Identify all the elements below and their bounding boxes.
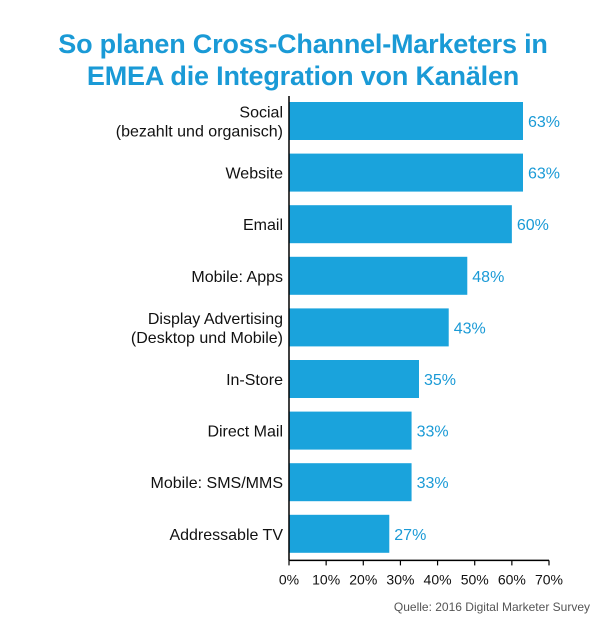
- value-label-2: 60%: [517, 217, 549, 234]
- x-tick-label-0: 0%: [279, 571, 299, 587]
- category-label-0-line-2: (bezahlt und organisch): [116, 124, 283, 141]
- value-label-1: 63%: [528, 166, 560, 183]
- chart-title-line-2: EMEA die Integration von Kanälen: [86, 61, 520, 91]
- value-label-6: 33%: [417, 424, 449, 441]
- category-label-6: Direct Mail: [207, 424, 283, 441]
- value-label-8: 27%: [394, 527, 426, 544]
- x-tick-label-4: 40%: [424, 571, 452, 587]
- category-label-0-line-1: Social: [239, 105, 283, 122]
- x-tick-label-2: 20%: [349, 571, 377, 587]
- value-label-3: 48%: [472, 269, 504, 286]
- value-label-5: 35%: [424, 372, 456, 389]
- category-label-5: In-Store: [226, 372, 283, 389]
- bar-5: [289, 360, 419, 398]
- bar-6: [289, 411, 412, 450]
- chart-title: So planen Cross-Channel-Marketers in EME…: [0, 28, 606, 92]
- bar-3: [289, 256, 468, 295]
- category-label-1: Website: [225, 166, 283, 183]
- category-label-7: Mobile: SMS/MMS: [151, 475, 283, 492]
- bar-7: [289, 463, 412, 502]
- x-tick-label-7: 70%: [535, 571, 563, 587]
- x-tick-label-6: 60%: [498, 571, 526, 587]
- value-label-0: 63%: [528, 114, 560, 131]
- bar-4: [289, 308, 449, 347]
- bar-1: [289, 153, 523, 192]
- value-label-4: 43%: [454, 320, 486, 337]
- category-label-4-line-1: Display Advertising: [148, 311, 283, 328]
- bar-2: [289, 205, 512, 244]
- x-tick-label-5: 50%: [461, 571, 489, 587]
- x-tick-label-1: 10%: [312, 571, 340, 587]
- bar-0: [289, 102, 523, 140]
- category-label-3: Mobile: Apps: [191, 269, 283, 286]
- category-label-2: Email: [243, 217, 283, 234]
- source-note: Quelle: 2016 Digital Marketer Survey: [393, 600, 590, 614]
- value-label-7: 33%: [417, 475, 449, 492]
- chart-title-line-1: So planen Cross-Channel-Marketers in: [58, 29, 548, 59]
- category-label-4-line-2: (Desktop und Mobile): [131, 330, 283, 347]
- x-tick-label-3: 30%: [386, 571, 414, 587]
- bar-8: [289, 514, 390, 553]
- category-label-8: Addressable TV: [169, 527, 283, 544]
